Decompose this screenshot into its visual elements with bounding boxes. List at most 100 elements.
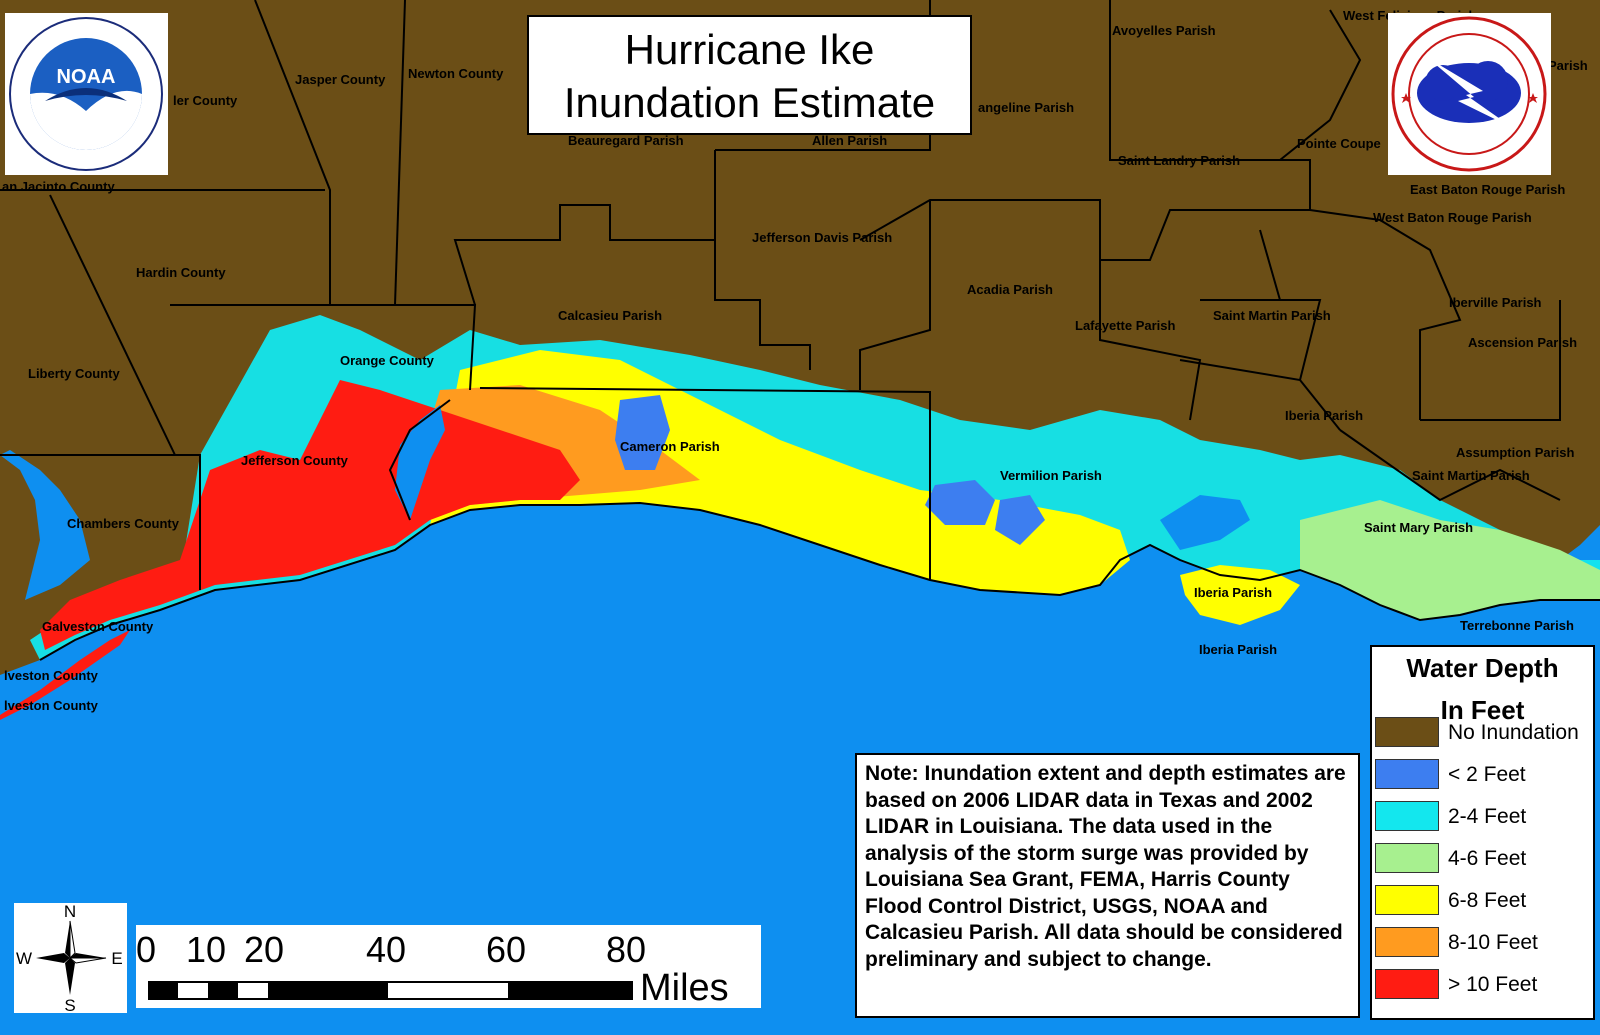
scale-tick-label: 10 bbox=[186, 929, 227, 970]
north-arrow: N S W E bbox=[14, 902, 127, 1015]
label-lafayette: Lafayette Parish bbox=[1075, 318, 1175, 333]
noaa-emblem: NOAA bbox=[9, 17, 163, 171]
legend-swatch bbox=[1375, 969, 1439, 999]
legend-item: > 10 Feet bbox=[1372, 969, 1593, 1001]
label-terrebonne: Terrebonne Parish bbox=[1460, 618, 1574, 633]
label-assumption: Assumption Parish bbox=[1456, 445, 1575, 460]
label-east-baton-rouge: East Baton Rouge Parish bbox=[1410, 182, 1565, 197]
legend-label: 4-6 Feet bbox=[1448, 847, 1527, 870]
scale-tick-label: 0 bbox=[136, 929, 157, 970]
border-line bbox=[1200, 299, 1322, 381]
scale-tick-label: 80 bbox=[606, 929, 647, 970]
label-jasper: Jasper County bbox=[295, 72, 386, 87]
label-orange: Orange County bbox=[340, 353, 435, 368]
legend-item: 4-6 Feet bbox=[1372, 843, 1593, 875]
legend-swatch bbox=[1375, 885, 1439, 915]
legend-label: > 10 Feet bbox=[1448, 973, 1538, 996]
label-galveston-1: Galveston County bbox=[42, 619, 154, 634]
label-evangeline: angeline Parish bbox=[978, 100, 1074, 115]
label-jefferson-davis: Jefferson Davis Parish bbox=[752, 230, 892, 245]
legend-title-2: In Feet bbox=[1440, 695, 1525, 725]
label-parish-right: Parish bbox=[1548, 58, 1588, 73]
label-vermilion: Vermilion Parish bbox=[1000, 468, 1102, 483]
vermilion-bay bbox=[1160, 495, 1250, 550]
legend-label: < 2 Feet bbox=[1448, 763, 1526, 786]
label-west-baton-rouge: West Baton Rouge Parish bbox=[1373, 210, 1532, 225]
label-allen: Allen Parish bbox=[812, 133, 887, 148]
label-calcasieu: Calcasieu Parish bbox=[558, 308, 662, 323]
legend-label: No Inundation bbox=[1448, 721, 1579, 744]
title-line-1: Hurricane Ike bbox=[624, 26, 875, 73]
inundation-over-10 bbox=[40, 380, 580, 650]
legend-item: No Inundation bbox=[1372, 717, 1593, 749]
label-beauregard: Beauregard Parish bbox=[568, 133, 684, 148]
label-hardin: Hardin County bbox=[136, 265, 226, 280]
label-chambers: Chambers County bbox=[67, 516, 180, 531]
sabine-lake bbox=[395, 405, 445, 520]
legend-swatch bbox=[1375, 843, 1439, 873]
label-ascension: Ascension Parish bbox=[1468, 335, 1577, 350]
inundation-6-8 bbox=[430, 350, 1130, 595]
border-line bbox=[49, 194, 176, 456]
label-pointe-coupee: Pointe Coupe bbox=[1297, 136, 1381, 151]
compass-rose-icon: N S W E bbox=[16, 902, 123, 1015]
data-note: Note: Inundation extent and depth estima… bbox=[855, 753, 1360, 1018]
map-title: Hurricane Ike Inundation Estimate bbox=[527, 15, 972, 135]
legend-item: < 2 Feet bbox=[1372, 759, 1593, 791]
scale-bar: 0 10 20 40 60 80 Miles bbox=[136, 925, 761, 1009]
legend-title-1: Water Depth bbox=[1406, 653, 1559, 683]
label-cameron: Cameron Parish bbox=[620, 439, 720, 454]
title-line-2: Inundation Estimate bbox=[563, 79, 936, 126]
label-iberville: Iberville Parish bbox=[1449, 295, 1542, 310]
legend-swatch bbox=[1375, 717, 1439, 747]
label-iberia-island: Iberia Parish bbox=[1194, 585, 1272, 600]
legend-item: 8-10 Feet bbox=[1372, 927, 1593, 959]
legend-swatch bbox=[1375, 801, 1439, 831]
label-liberty: Liberty County bbox=[28, 366, 120, 381]
nws-logo bbox=[1388, 13, 1551, 175]
calcasieu-lake bbox=[615, 395, 670, 470]
legend-item: 6-8 Feet bbox=[1372, 885, 1593, 917]
border-line bbox=[1099, 260, 1202, 421]
legend-item: 2-4 Feet bbox=[1372, 801, 1593, 833]
border-line bbox=[859, 200, 931, 390]
inundation-4-6 bbox=[1300, 500, 1600, 620]
border-line bbox=[0, 454, 201, 590]
label-iberia-s: Iberia Parish bbox=[1199, 642, 1277, 657]
label-iberia-n: Iberia Parish bbox=[1285, 408, 1363, 423]
svg-text:N: N bbox=[64, 903, 76, 921]
label-newton: Newton County bbox=[408, 66, 504, 81]
svg-text:NOAA: NOAA bbox=[57, 66, 116, 88]
scale-tick-label: 40 bbox=[366, 929, 407, 970]
border-line bbox=[1309, 209, 1462, 420]
label-saint-martin-s: Saint Martin Parish bbox=[1412, 468, 1530, 483]
border-line bbox=[1339, 429, 1561, 502]
legend-label: 6-8 Feet bbox=[1448, 889, 1527, 912]
legend: Water Depth In Feet No Inundation < 2 Fe… bbox=[1370, 645, 1595, 1020]
label-san-jacinto: an Jacinto County bbox=[2, 179, 115, 194]
label-saint-martin-n: Saint Martin Parish bbox=[1213, 308, 1331, 323]
white-lake bbox=[925, 480, 995, 525]
label-saint-landry: Saint Landry Parish bbox=[1118, 153, 1240, 168]
label-acadia: Acadia Parish bbox=[967, 282, 1053, 297]
svg-text:S: S bbox=[64, 996, 75, 1013]
label-galveston-2: lveston County bbox=[4, 668, 99, 683]
svg-text:W: W bbox=[16, 949, 32, 968]
border-line bbox=[453, 204, 715, 306]
label-saint-mary: Saint Mary Parish bbox=[1364, 520, 1473, 535]
border-line bbox=[1259, 229, 1281, 301]
label-tyler: ler County bbox=[173, 93, 238, 108]
border-line bbox=[388, 399, 451, 521]
galveston-bay bbox=[0, 450, 90, 600]
border-line bbox=[394, 0, 406, 306]
scale-unit: Miles bbox=[640, 967, 729, 1009]
border-line bbox=[714, 150, 811, 370]
border-line bbox=[1109, 0, 1311, 210]
svg-text:E: E bbox=[111, 949, 122, 968]
label-galveston-3: lveston County bbox=[4, 698, 99, 713]
noaa-logo: NOAA bbox=[5, 13, 168, 175]
border-line bbox=[1279, 9, 1362, 161]
marsh-island bbox=[1180, 565, 1300, 625]
border-line bbox=[1420, 300, 1561, 421]
